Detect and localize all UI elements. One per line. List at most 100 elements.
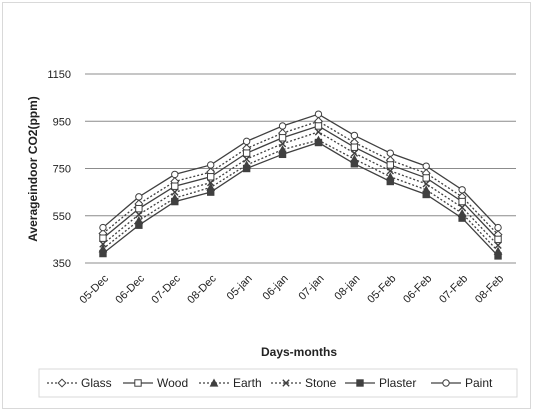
legend-marker — [356, 379, 364, 387]
legend: Glass Wood Earth Stone Plaster Paint — [38, 368, 518, 398]
data-point-paint — [135, 193, 143, 201]
series-line-glass — [102, 120, 499, 236]
legend-marker — [134, 379, 142, 387]
data-point-stone — [135, 210, 143, 219]
legend-marker — [57, 378, 67, 388]
legend-marker — [282, 379, 290, 387]
data-point-stone — [314, 128, 323, 136]
y-tick-label: 550 — [53, 211, 71, 223]
series-plaster — [99, 138, 502, 260]
data-point-paint — [314, 110, 323, 118]
data-point-stone — [422, 180, 430, 188]
x-tick-label: 05-Dec — [78, 272, 112, 306]
y-tick-label: 350 — [53, 258, 71, 270]
data-point-plaster — [207, 188, 215, 196]
data-point-paint — [99, 223, 107, 232]
series-wood — [99, 122, 502, 244]
legend-item-paint: Paint — [431, 376, 493, 390]
data-point-wood — [278, 134, 287, 142]
x-tick-label: 06-Feb — [401, 273, 434, 306]
x-axis-ticks: 05-Dec 06-Dec 07-Dec 08-Dec 05-jan 06-jan 07-j… — [78, 272, 507, 306]
data-point-wood — [242, 149, 251, 157]
data-point-plaster — [314, 138, 323, 147]
data-point-paint — [278, 122, 287, 130]
data-point-plaster — [386, 177, 394, 186]
data-point-stone — [278, 139, 287, 148]
data-point-plaster — [135, 221, 143, 229]
data-point-wood — [314, 122, 323, 130]
legend-label: Wood — [157, 376, 188, 390]
data-point-plaster — [242, 164, 251, 173]
legend-label: Stone — [305, 376, 337, 390]
data-point-stone — [242, 155, 251, 163]
data-point-paint — [494, 223, 502, 232]
y-tick-label: 950 — [53, 116, 71, 128]
x-tick-label: 07-jan — [296, 273, 326, 303]
legend-item-plaster: Plaster — [345, 376, 416, 390]
legend-label: Earth — [233, 376, 262, 390]
data-point-wood — [494, 235, 502, 244]
data-point-paint — [422, 162, 430, 170]
data-point-wood — [171, 182, 179, 190]
data-point-plaster — [422, 190, 430, 199]
legend-item-stone: Stone — [271, 376, 337, 390]
data-point-plaster — [99, 249, 107, 258]
data-point-paint — [207, 161, 215, 169]
legend-label: Glass — [81, 376, 112, 390]
x-tick-label: 05-Feb — [365, 273, 398, 306]
x-tick-label: 08-Feb — [473, 273, 506, 306]
data-point-wood — [422, 174, 430, 182]
y-tick-label: 750 — [53, 164, 71, 176]
data-point-stone — [99, 240, 107, 248]
data-point-stone — [386, 167, 394, 175]
y-axis-ticks: 350 550 750 950 1150 — [47, 69, 71, 270]
data-point-paint — [350, 131, 359, 140]
x-tick-label: 07-Feb — [437, 273, 470, 306]
series-paint — [99, 110, 502, 232]
data-point-paint — [386, 149, 394, 157]
legend-marker — [209, 378, 219, 387]
chart-area: 350 550 750 950 1150 05-Dec 06-Dec 07-Dec 08-De… — [2, 2, 531, 409]
data-point-stone — [171, 188, 179, 196]
x-tick-label: 08-jan — [332, 273, 362, 303]
data-point-wood — [99, 234, 107, 242]
data-point-paint — [242, 137, 251, 146]
x-tick-label: 07-Dec — [149, 272, 183, 306]
data-point-plaster — [278, 150, 287, 159]
data-point-wood — [207, 173, 215, 181]
series-line-earth — [102, 139, 499, 252]
data-point-stone — [207, 178, 215, 187]
legend-item-earth: Earth — [199, 376, 262, 390]
data-point-stone — [494, 241, 502, 249]
data-point-plaster — [494, 252, 502, 260]
legend-marker — [442, 379, 450, 387]
legend-label: Paint — [465, 376, 493, 390]
x-tick-label: 06-jan — [261, 273, 291, 303]
data-point-wood — [386, 161, 394, 169]
y-axis-label: Averageindoor CO2(ppm) — [26, 96, 40, 242]
data-point-stone — [350, 149, 359, 157]
data-point-paint — [458, 186, 466, 194]
data-point-wood — [135, 204, 143, 213]
data-point-plaster — [171, 197, 179, 206]
series-glass — [98, 116, 503, 240]
legend-item-glass: Glass — [47, 376, 112, 390]
gridlines — [85, 73, 516, 264]
series-line-stone — [102, 131, 499, 246]
x-axis-label: Days-months — [261, 345, 337, 359]
series-line-wood — [102, 125, 499, 240]
line-chart: 350 550 750 950 1150 05-Dec 06-Dec 07-Dec 08-De… — [26, 69, 518, 398]
data-point-wood — [350, 143, 359, 151]
x-tick-label: 08-Dec — [185, 272, 219, 306]
data-point-wood — [458, 197, 466, 206]
x-tick-label: 05-jan — [225, 273, 255, 303]
data-point-plaster — [350, 160, 359, 168]
legend-label: Plaster — [379, 376, 416, 390]
legend-item-wood: Wood — [123, 376, 188, 390]
data-point-paint — [171, 170, 179, 179]
data-point-plaster — [458, 214, 466, 222]
series-line-paint — [102, 113, 499, 229]
series-group — [98, 110, 503, 260]
y-tick-label: 1150 — [47, 69, 71, 81]
x-tick-label: 06-Dec — [113, 272, 147, 306]
